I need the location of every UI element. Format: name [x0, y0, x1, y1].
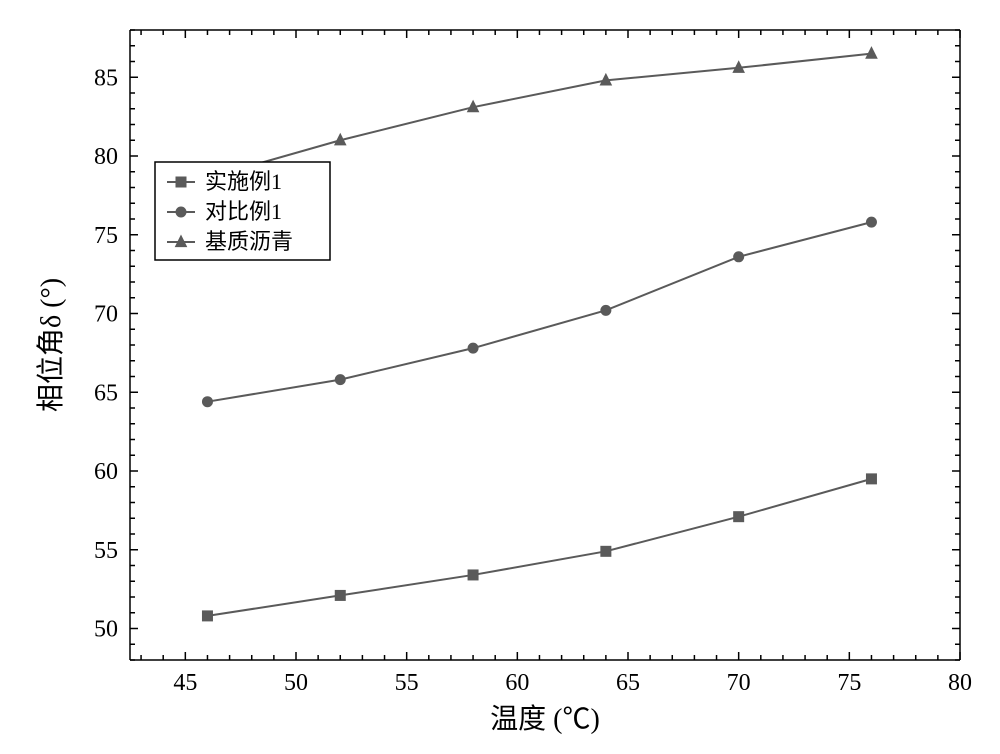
series-实施例1: [202, 474, 876, 621]
y-tick-label: 60: [94, 459, 118, 485]
y-tick-label: 55: [94, 538, 118, 564]
x-tick-label: 75: [837, 670, 861, 696]
y-tick-label: 50: [94, 617, 118, 643]
legend: 实施例1 对比例1 基质沥青: [155, 162, 330, 260]
legend-label: 实施例1: [205, 169, 282, 194]
x-tick-label: 45: [173, 670, 197, 696]
x-tick-label: 70: [727, 670, 751, 696]
x-tick-label: 60: [505, 670, 529, 696]
y-tick-label: 65: [94, 380, 118, 406]
x-tick-label: 55: [395, 670, 419, 696]
x-tick-label: 50: [284, 670, 308, 696]
phase-angle-chart: 45 50 55 60 65 70 75 80 50 55 60 65 70 75 80 85 温度 (℃) 相位…: [0, 0, 1000, 754]
y-tick-label: 75: [94, 223, 118, 249]
legend-label: 基质沥青: [205, 229, 293, 254]
y-tick-label: 70: [94, 302, 118, 328]
x-axis-title: 温度 (℃): [490, 703, 600, 735]
x-tick-label: 80: [948, 670, 972, 696]
y-axis-title: 相位角δ (°): [35, 278, 67, 412]
y-tick-label: 80: [94, 144, 118, 170]
legend-label: 对比例1: [205, 199, 282, 224]
x-tick-label: 65: [616, 670, 640, 696]
y-tick-label: 85: [94, 65, 118, 91]
chart-container: 45 50 55 60 65 70 75 80 50 55 60 65 70 75 80 85 温度 (℃) 相位…: [0, 0, 1000, 754]
